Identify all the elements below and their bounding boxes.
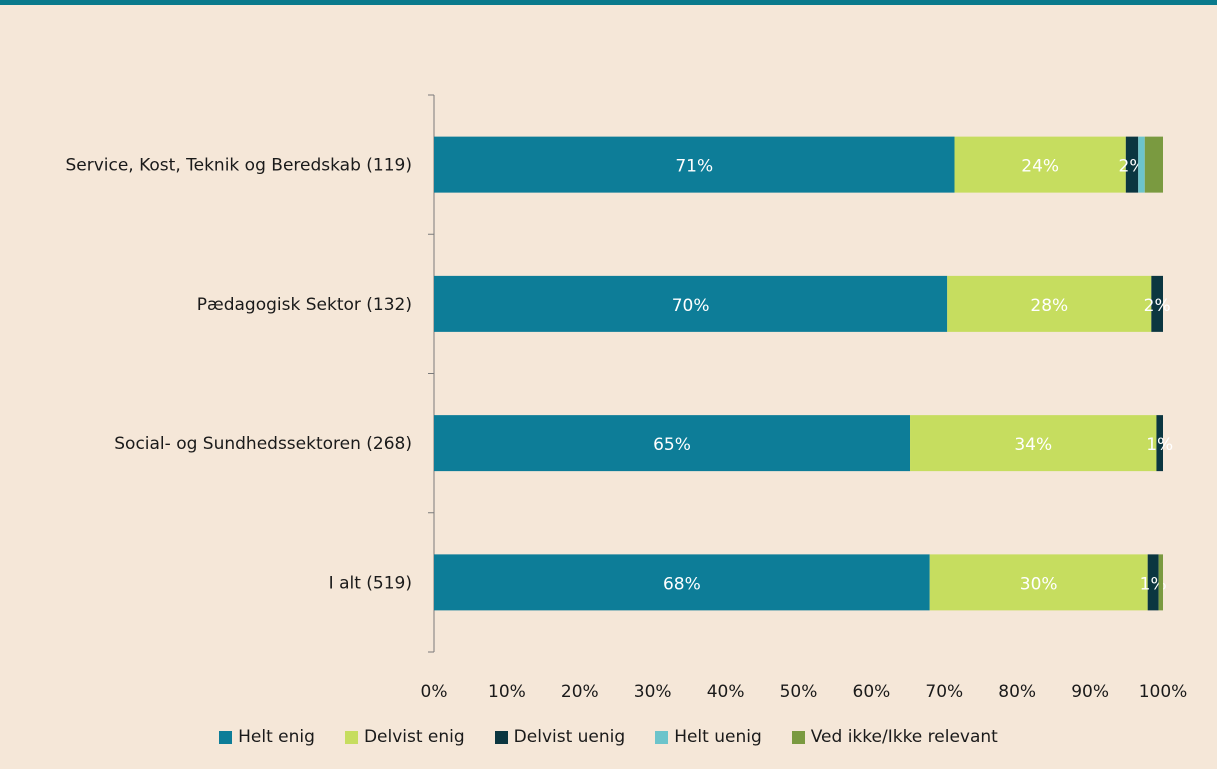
bar-segment bbox=[1151, 275, 1163, 332]
data-label: 70% bbox=[672, 296, 710, 316]
legend-swatch bbox=[219, 730, 233, 744]
legend-label: Ved ikke/Ikke relevant bbox=[810, 727, 998, 747]
data-label: 30% bbox=[1020, 574, 1058, 594]
data-label: 24% bbox=[1021, 157, 1059, 177]
category-label: Pædagogisk Sektor (132) bbox=[197, 295, 412, 315]
x-tick-label: 100% bbox=[1139, 682, 1188, 702]
x-tick-label: 50% bbox=[780, 682, 818, 702]
legend-label: Delvist enig bbox=[363, 727, 465, 747]
bar-segment bbox=[954, 136, 1126, 193]
legend-label: Helt enig bbox=[238, 727, 315, 747]
x-tick-label: 10% bbox=[488, 682, 526, 702]
bar-segment bbox=[910, 415, 1157, 472]
legend-item: Ved ikke/Ikke relevant bbox=[791, 727, 998, 747]
category-label: Social- og Sundhedssektoren (268) bbox=[114, 434, 412, 454]
data-label: 71% bbox=[675, 157, 713, 177]
legend-label: Delvist uenig bbox=[513, 727, 626, 747]
legend-item: Helt uenig bbox=[655, 727, 762, 747]
bar-segment bbox=[1158, 554, 1163, 611]
legend-label: Helt uenig bbox=[674, 727, 762, 747]
legend-item: Delvist uenig bbox=[494, 727, 626, 747]
bar-segment bbox=[1144, 136, 1163, 193]
x-tick-label: 20% bbox=[561, 682, 599, 702]
x-tick-label: 30% bbox=[634, 682, 672, 702]
x-tick-label: 90% bbox=[1071, 682, 1109, 702]
category-label: I alt (519) bbox=[329, 573, 412, 593]
data-label: 28% bbox=[1030, 296, 1068, 316]
bar-segment bbox=[1125, 136, 1139, 193]
bar-segment bbox=[434, 554, 930, 611]
legend-item: Delvist enig bbox=[344, 727, 465, 747]
x-tick-label: 40% bbox=[707, 682, 745, 702]
x-tick-label: 70% bbox=[925, 682, 963, 702]
x-tick-label: 0% bbox=[421, 682, 448, 702]
data-label: 34% bbox=[1014, 435, 1052, 455]
data-label: 1% bbox=[1146, 435, 1173, 455]
legend: Helt enig Delvist enig Delvist uenig Helt u… bbox=[0, 727, 1217, 747]
legend-item: Helt enig bbox=[219, 727, 315, 747]
legend-swatch bbox=[344, 730, 358, 744]
bar-segment bbox=[947, 275, 1152, 332]
bar-segment bbox=[434, 275, 948, 332]
data-label: 68% bbox=[663, 574, 701, 594]
data-label: 65% bbox=[653, 435, 691, 455]
data-label: 2% bbox=[1144, 296, 1171, 316]
bar-segment bbox=[1156, 415, 1163, 472]
legend-swatch bbox=[494, 730, 508, 744]
x-tick-label: 60% bbox=[853, 682, 891, 702]
legend-swatch bbox=[655, 730, 669, 744]
bar-segment bbox=[434, 415, 911, 472]
bar-segment bbox=[1147, 554, 1159, 611]
bar-segment bbox=[434, 136, 955, 193]
legend-swatch bbox=[791, 730, 805, 744]
category-label: Service, Kost, Teknik og Beredskab (119) bbox=[65, 156, 412, 176]
stacked-bar-chart: 0% 10% 20% 30% 40% 50% 60% 70% 80% 90% 100% Service… bbox=[65, 94, 1188, 702]
x-tick-label: 80% bbox=[998, 682, 1036, 702]
bar-segment bbox=[929, 554, 1148, 611]
bar-segment bbox=[1138, 136, 1145, 193]
